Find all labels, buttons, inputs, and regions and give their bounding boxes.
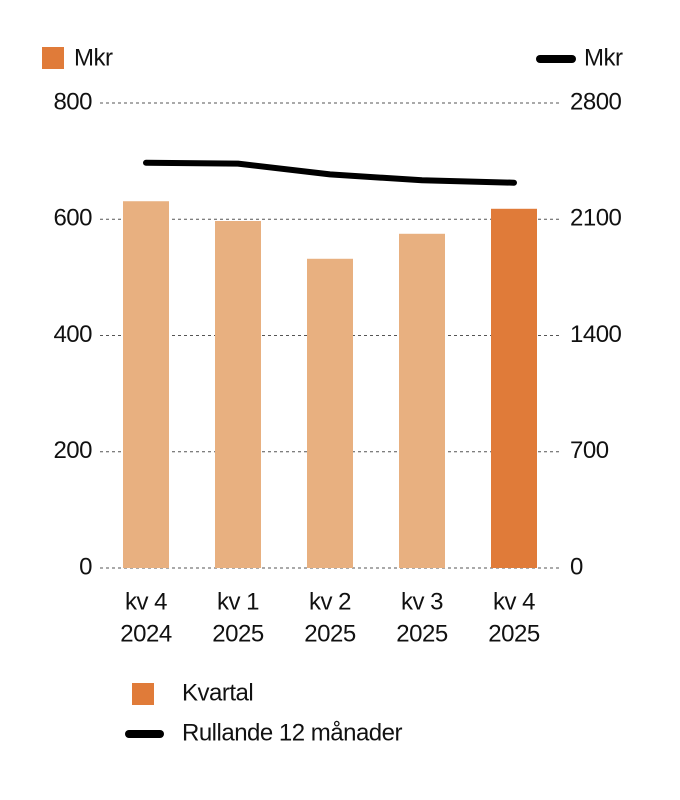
y-tick-label: 400: [53, 321, 92, 348]
x-tick-label: 2025: [212, 620, 264, 647]
x-tick-label: kv 4: [125, 588, 167, 615]
y2-tick-label: 2100: [570, 205, 622, 232]
y-tick-label: 600: [53, 205, 92, 232]
line: [143, 159, 517, 186]
x-tick-label: 2025: [396, 620, 448, 647]
x-tick-label: 2025: [304, 620, 356, 647]
bar: [491, 208, 537, 568]
legend-label: Rullande 12 månader: [182, 719, 402, 746]
y-axis-label: Mkr: [74, 44, 113, 71]
y-legend-swatch: [42, 47, 64, 69]
x-tick-label: kv 1: [217, 588, 259, 615]
bar: [307, 258, 353, 568]
y-tick-label: 0: [79, 553, 92, 580]
x-tick-label: kv 3: [401, 588, 443, 615]
y2-tick-label: 2800: [570, 88, 622, 115]
legend-swatch: [132, 683, 154, 705]
bar: [123, 201, 169, 568]
y-tick-label: 200: [53, 437, 92, 464]
bar: [215, 220, 261, 568]
y2-tick-label: 700: [570, 437, 609, 464]
x-tick-label: kv 4: [493, 588, 535, 615]
bar: [399, 233, 445, 568]
legend-label: Kvartal: [182, 679, 253, 706]
y2-axis-label: Mkr: [584, 44, 623, 71]
x-tick-label: kv 2: [309, 588, 351, 615]
y-tick-label: 800: [53, 88, 92, 115]
x-tick-label: 2025: [488, 620, 540, 647]
y2-tick-label: 0: [570, 553, 583, 580]
y2-tick-label: 1400: [570, 321, 622, 348]
x-tick-label: 2024: [120, 620, 172, 647]
